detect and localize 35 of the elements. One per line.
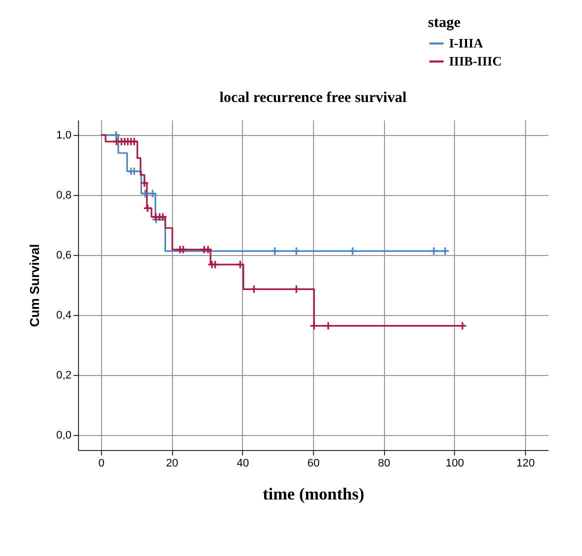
point — [292, 246, 301, 256]
legend-label: IIIB-IIIC — [449, 54, 502, 68]
point — [249, 284, 258, 294]
point — [270, 246, 280, 256]
point — [112, 130, 121, 140]
point — [310, 321, 319, 330]
y-tick-label: 0,8 — [56, 190, 72, 202]
y-tick-label: 0,6 — [56, 250, 72, 262]
point — [348, 246, 358, 256]
point — [148, 188, 158, 198]
chart-title: local recurrence free survival — [219, 90, 407, 106]
y-tick-label: 0,0 — [56, 430, 72, 442]
point — [292, 284, 301, 294]
legend-title: stage — [428, 15, 461, 31]
point — [140, 178, 149, 188]
point — [140, 188, 150, 198]
point — [324, 321, 333, 330]
x-tick-label: 20 — [166, 458, 178, 470]
y-tick-label: 1,0 — [56, 130, 72, 142]
point — [143, 204, 152, 213]
point — [236, 260, 245, 270]
y-tick-label: 0,2 — [56, 370, 72, 382]
x-tick-label: 0 — [98, 458, 105, 470]
x-tick-label: 80 — [378, 458, 390, 470]
y-axis-title: Cum Survival — [27, 244, 42, 328]
x-tick-label: 120 — [516, 458, 535, 470]
point — [440, 246, 450, 256]
x-tick-label: 60 — [307, 458, 320, 470]
point — [429, 246, 438, 256]
legend-label: I-IIIA — [449, 36, 484, 50]
x-axis-title: time (months) — [262, 484, 364, 504]
x-tick-label: 40 — [236, 458, 249, 470]
y-tick-label: 0,4 — [56, 310, 72, 322]
x-tick-label: 100 — [446, 458, 464, 470]
point — [458, 321, 467, 330]
